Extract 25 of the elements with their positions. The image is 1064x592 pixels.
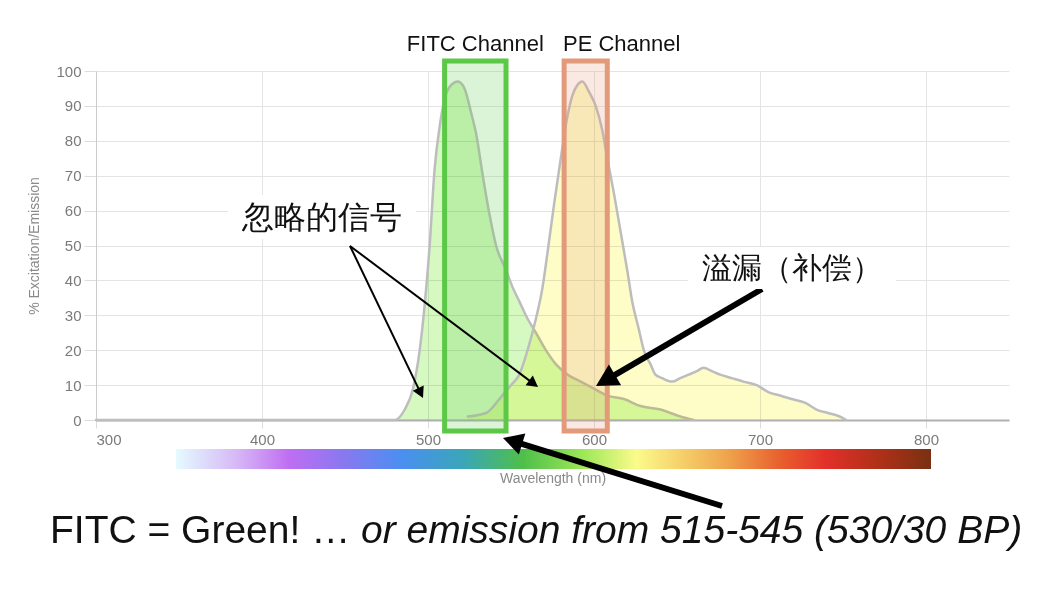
y-tick-label: 50	[64, 237, 82, 254]
annotation: 忽略的信号	[228, 194, 416, 240]
annotation: 溢漏（补偿）	[688, 246, 896, 289]
x-tick-label: 400	[249, 430, 276, 448]
text: FITC = Green! …	[50, 508, 351, 551]
x-tick-label: 700	[747, 430, 774, 448]
text: or emission from 515-545 (530/30 BP)	[361, 508, 1023, 551]
x-tick-label: 500	[415, 430, 442, 448]
band-label: PE Channel	[562, 31, 681, 56]
y-tick-label: 80	[64, 132, 82, 150]
y-tick-label: 30	[64, 306, 82, 324]
y-tick-label: 20	[64, 341, 82, 359]
y-tick-label: 40	[64, 271, 82, 289]
x-tick-label: 600	[581, 430, 608, 448]
y-axis-title: % Excitation/Emission	[26, 177, 43, 315]
y-tick-label: 0	[73, 411, 82, 429]
x-tick-label: 800	[913, 430, 940, 448]
y-tick-label: 60	[64, 202, 82, 220]
y-tick-label: 90	[64, 97, 82, 115]
band-label: FITC Channel	[406, 31, 544, 56]
y-tick-label: 100	[56, 62, 82, 80]
y-tick-label: 10	[64, 376, 82, 394]
x-tick-label: 300	[96, 430, 122, 448]
y-tick-label: 70	[64, 167, 82, 185]
x-axis-title: Wavelength (nm)	[499, 469, 607, 486]
